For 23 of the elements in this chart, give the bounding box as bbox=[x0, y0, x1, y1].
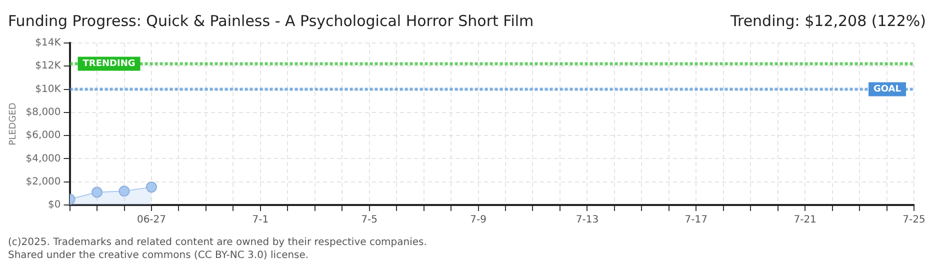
y-tick-label: $8,000 bbox=[26, 107, 61, 118]
x-tick-label: 7-21 bbox=[794, 214, 816, 226]
y-axis-title: PLEDGED bbox=[8, 102, 19, 146]
chart-subtitle: Trending: $12,208 (122%) bbox=[730, 12, 926, 30]
y-tick-label: $10K bbox=[35, 84, 62, 95]
x-tick-label: 7-9 bbox=[470, 214, 486, 226]
x-tick-label: 7-17 bbox=[684, 214, 708, 226]
y-tick-label: $0 bbox=[48, 200, 61, 211]
ref-line-label: GOAL bbox=[874, 84, 902, 95]
x-tick-label: 06-27 bbox=[136, 214, 166, 226]
y-tick-label: $12K bbox=[35, 60, 62, 72]
x-tick-label: 7-1 bbox=[252, 214, 269, 226]
ref-line-label: TRENDING bbox=[82, 59, 136, 70]
x-tick-label: 7-25 bbox=[902, 214, 926, 226]
y-tick-label: $14K bbox=[35, 38, 62, 49]
text: Shared under the creative commons (CC BY-NC 3.0) license. bbox=[8, 249, 310, 262]
x-tick-label: 7-13 bbox=[576, 214, 599, 226]
y-tick-label: $4,000 bbox=[26, 153, 61, 164]
y-tick-label: $6,000 bbox=[26, 130, 61, 142]
x-tick-label: 7-5 bbox=[361, 214, 378, 226]
y-tick-label: $2,000 bbox=[26, 176, 61, 188]
text: (c)2025. Trademarks and related content are owned by their respective companies. bbox=[8, 236, 427, 249]
chart-title: Funding Progress: Quick & Painless - A Psychological Horror Short Film bbox=[8, 12, 534, 30]
